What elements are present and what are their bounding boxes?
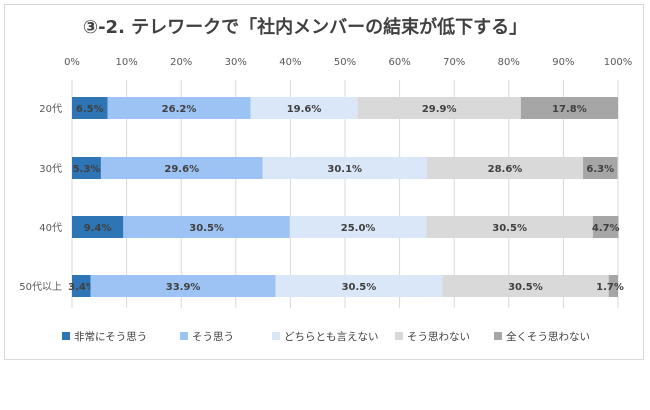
legend-label: 全くそう思わない — [506, 330, 590, 343]
data-label: 6.3% — [586, 164, 614, 175]
bar-segment — [583, 157, 618, 179]
x-tick-label: 20% — [170, 57, 192, 68]
bar-segment — [520, 97, 618, 119]
legend-swatch — [494, 332, 502, 340]
x-tick-label: 30% — [225, 57, 247, 68]
bar-segment — [592, 216, 619, 238]
bar-segment — [289, 216, 427, 238]
data-label: 30.5% — [492, 223, 527, 234]
data-label: 17.8% — [552, 104, 587, 115]
data-label: 1.7% — [596, 282, 624, 293]
data-label: 9.4% — [84, 223, 112, 234]
data-label: 26.2% — [162, 104, 197, 115]
bar-segment — [107, 97, 251, 119]
bar-segment — [426, 216, 593, 238]
data-label: 30.5% — [342, 282, 377, 293]
legend: 非常にそう思う そう思う どちらとも言えない そう思わない 全くそう思わない — [62, 330, 590, 343]
data-label: 28.6% — [488, 164, 523, 175]
x-tick-label: 80% — [498, 57, 520, 68]
bar-segment — [262, 157, 427, 179]
category-labels: 20代 30代 40代 50代以上 — [19, 103, 62, 293]
x-tick-label: 70% — [443, 57, 465, 68]
legend-item: 非常にそう思う — [62, 330, 147, 343]
legend-label: 非常にそう思う — [74, 330, 147, 343]
data-label: 5.3% — [73, 164, 101, 175]
legend-label: そう思わない — [407, 331, 470, 343]
bar-segment — [72, 97, 108, 119]
data-label: 4.7% — [592, 223, 620, 234]
x-tick-label: 100% — [604, 57, 633, 68]
legend-item: 全くそう思わない — [494, 330, 590, 343]
bar-segment — [72, 157, 101, 179]
data-label: 29.9% — [422, 104, 457, 115]
data-label: 30.1% — [327, 164, 362, 175]
x-tick-labels: 0% 10% 20% 30% 40% 50% 60% 70% 80% 90% 100% — [64, 57, 632, 68]
chart-title: ③-2. テレワークで「社内メンバーの結束が低下する」 — [83, 16, 527, 38]
bars: 6.5% 26.2% 19.6% 29.9% 17.8% 5.3% 29.6% 30.1% 28… — [68, 97, 624, 297]
chart-frame — [4, 4, 644, 360]
legend-item: そう思わない — [395, 331, 470, 343]
data-label: 30.5% — [508, 282, 543, 293]
bar-segment — [72, 275, 91, 297]
legend-label: そう思う — [192, 331, 234, 343]
bar-segment — [275, 275, 443, 297]
x-tick-label: 40% — [279, 57, 301, 68]
x-tick-label: 90% — [552, 57, 574, 68]
bar-segment — [357, 97, 521, 119]
x-tick-label: 50% — [334, 57, 356, 68]
data-label: 29.6% — [164, 164, 199, 175]
bar-segment — [90, 275, 276, 297]
bar-segment — [442, 275, 609, 297]
category-label: 50代以上 — [19, 281, 62, 293]
data-label: 25.0% — [341, 223, 376, 234]
bar-segment — [72, 216, 124, 238]
x-tick-label: 0% — [64, 57, 80, 68]
x-tick-label: 10% — [115, 57, 137, 68]
legend-label: どちらとも言えない — [284, 330, 379, 343]
category-label: 40代 — [39, 222, 62, 234]
bar-segment — [123, 216, 290, 238]
category-label: 30代 — [39, 163, 62, 175]
bar-segment — [100, 157, 263, 179]
legend-swatch — [272, 332, 280, 340]
legend-item: そう思う — [180, 331, 234, 343]
legend-swatch — [395, 332, 403, 340]
legend-swatch — [180, 332, 188, 340]
data-label: 6.5% — [76, 104, 104, 115]
bar-segment — [250, 97, 358, 119]
data-label: 33.9% — [166, 282, 201, 293]
legend-item: どちらとも言えない — [272, 330, 379, 343]
bar-segment — [426, 157, 584, 179]
x-tick-label: 60% — [388, 57, 410, 68]
data-label: 3.4% — [68, 282, 96, 293]
bar-segment — [608, 275, 618, 297]
legend-swatch — [62, 332, 70, 340]
data-label: 19.6% — [287, 104, 322, 115]
data-label: 30.5% — [189, 223, 224, 234]
category-label: 20代 — [39, 103, 62, 115]
